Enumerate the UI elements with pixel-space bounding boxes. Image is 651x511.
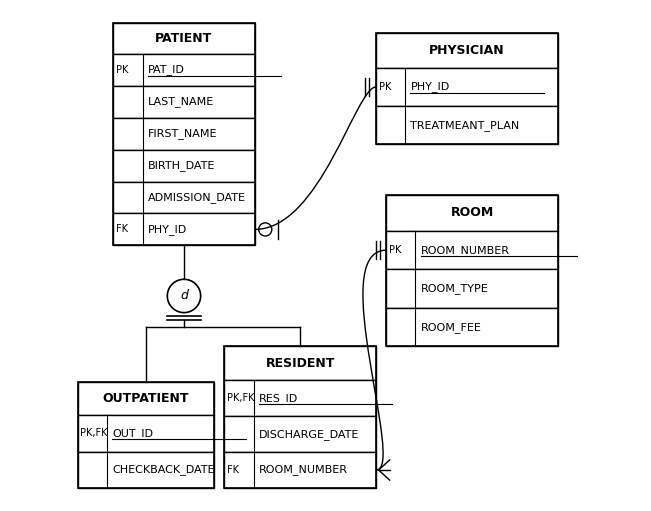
Bar (78, 382, 214, 415)
Text: ROOM_FEE: ROOM_FEE (421, 322, 481, 333)
Text: ADMISSION_DATE: ADMISSION_DATE (148, 192, 245, 203)
Bar (113, 214, 255, 245)
Text: PK: PK (389, 245, 401, 255)
Text: PHYSICIAN: PHYSICIAN (429, 44, 505, 57)
Bar (78, 415, 214, 452)
Bar (386, 195, 558, 231)
Bar (113, 181, 255, 214)
Bar (225, 452, 376, 488)
Bar (113, 118, 255, 150)
Bar (225, 380, 376, 416)
Text: PK: PK (116, 65, 128, 75)
Text: PK: PK (379, 82, 391, 92)
Bar (386, 195, 558, 346)
Text: OUTPATIENT: OUTPATIENT (103, 392, 189, 405)
Bar (376, 33, 558, 68)
Bar (78, 452, 214, 488)
Text: BIRTH_DATE: BIRTH_DATE (148, 160, 215, 171)
Bar (386, 308, 558, 346)
Bar (113, 150, 255, 181)
Text: TREATMEANT_PLAN: TREATMEANT_PLAN (410, 120, 519, 131)
Bar (386, 231, 558, 269)
Bar (376, 106, 558, 144)
Text: ROOM_NUMBER: ROOM_NUMBER (259, 464, 348, 476)
Bar (225, 346, 376, 488)
Text: LAST_NAME: LAST_NAME (148, 96, 214, 107)
Text: DISCHARGE_DATE: DISCHARGE_DATE (259, 429, 359, 439)
Text: PK,FK: PK,FK (227, 393, 255, 403)
Text: ROOM_NUMBER: ROOM_NUMBER (421, 245, 510, 256)
Bar (78, 382, 214, 488)
Text: d: d (180, 289, 188, 303)
Bar (113, 86, 255, 118)
Text: CHECKBACK_DATE: CHECKBACK_DATE (112, 464, 215, 475)
Text: PHY_ID: PHY_ID (410, 82, 450, 92)
Text: PAT_ID: PAT_ID (148, 64, 184, 75)
Bar (225, 346, 376, 380)
Text: RES_ID: RES_ID (259, 392, 298, 404)
Bar (376, 68, 558, 106)
Text: PK,FK: PK,FK (80, 428, 108, 438)
Text: PATIENT: PATIENT (156, 32, 213, 45)
Text: RESIDENT: RESIDENT (266, 357, 335, 370)
Bar (113, 23, 255, 245)
Bar (113, 23, 255, 54)
Text: FK: FK (116, 224, 128, 235)
Text: FK: FK (227, 465, 239, 475)
Text: OUT_ID: OUT_ID (112, 428, 153, 439)
Text: ROOM_TYPE: ROOM_TYPE (421, 283, 488, 294)
Bar (225, 416, 376, 452)
Bar (386, 269, 558, 308)
Bar (113, 54, 255, 86)
Text: FIRST_NAME: FIRST_NAME (148, 128, 217, 139)
Bar (376, 33, 558, 144)
Text: ROOM: ROOM (450, 206, 493, 219)
Text: PHY_ID: PHY_ID (148, 224, 187, 235)
